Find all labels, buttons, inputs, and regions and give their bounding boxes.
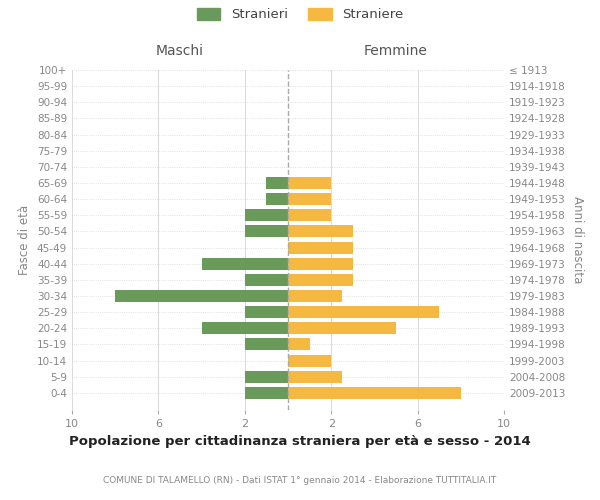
Y-axis label: Anni di nascita: Anni di nascita	[571, 196, 584, 284]
Bar	[288, 338, 310, 350]
Y-axis label: Fasce di età: Fasce di età	[19, 205, 31, 275]
Bar	[288, 226, 353, 237]
Bar	[288, 193, 331, 205]
Bar	[245, 338, 288, 350]
Text: Femmine: Femmine	[364, 44, 428, 58]
Bar	[245, 209, 288, 222]
Bar	[288, 354, 331, 366]
Bar	[202, 322, 288, 334]
Legend: Stranieri, Straniere: Stranieri, Straniere	[191, 2, 409, 26]
Bar	[288, 387, 461, 399]
Bar	[245, 387, 288, 399]
Bar	[288, 322, 396, 334]
Bar	[288, 177, 331, 189]
Bar	[245, 370, 288, 383]
Bar	[288, 306, 439, 318]
Bar	[288, 258, 353, 270]
Bar	[266, 177, 288, 189]
Text: Popolazione per cittadinanza straniera per età e sesso - 2014: Popolazione per cittadinanza straniera p…	[69, 434, 531, 448]
Bar	[288, 242, 353, 254]
Bar	[288, 370, 342, 383]
Bar	[115, 290, 288, 302]
Bar	[288, 290, 342, 302]
Bar	[288, 274, 353, 286]
Bar	[245, 274, 288, 286]
Bar	[202, 258, 288, 270]
Text: Maschi: Maschi	[156, 44, 204, 58]
Bar	[245, 226, 288, 237]
Bar	[245, 306, 288, 318]
Bar	[266, 193, 288, 205]
Bar	[288, 209, 331, 222]
Text: COMUNE DI TALAMELLO (RN) - Dati ISTAT 1° gennaio 2014 - Elaborazione TUTTITALIA.: COMUNE DI TALAMELLO (RN) - Dati ISTAT 1°…	[103, 476, 497, 485]
